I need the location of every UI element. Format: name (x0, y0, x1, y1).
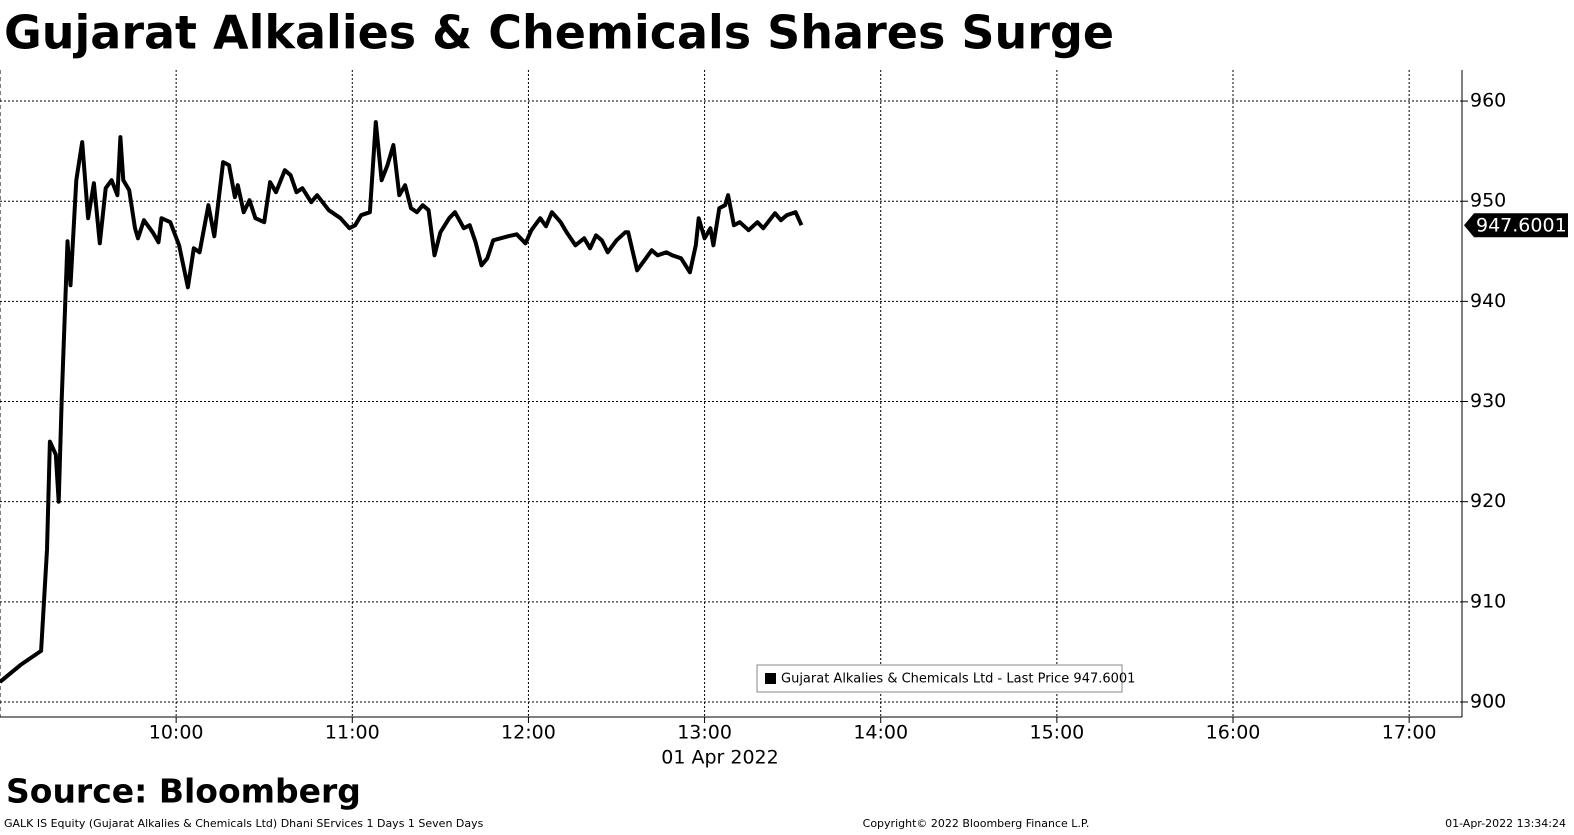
y-tick-label: 930 (1470, 390, 1506, 412)
x-tick-label: 12:00 (501, 722, 556, 744)
last-price-tag (1464, 213, 1568, 238)
last-price-label: 947.6001 (1476, 215, 1567, 237)
x-tick-label: 10:00 (149, 722, 204, 744)
y-tick-label: 900 (1470, 690, 1506, 712)
y-tick-label: 920 (1470, 490, 1506, 512)
footer-left: GALK IS Equity (Gujarat Alkalies & Chemi… (4, 817, 484, 830)
source: Source: Bloomberg (6, 772, 361, 811)
x-tick-label: 11:00 (325, 722, 380, 744)
x-tick-label: 14:00 (853, 722, 908, 744)
y-tick-label: 950 (1470, 190, 1506, 212)
x-tick-label: 16:00 (1206, 722, 1261, 744)
y-tick-label: 940 (1470, 290, 1506, 312)
legend: Gujarat Alkalies & Chemicals Ltd - Last … (756, 664, 1135, 693)
x-tick-label: 17:00 (1382, 722, 1437, 744)
footer-right: 01-Apr-2022 13:34:24 (1445, 817, 1566, 830)
price-line (0, 120, 804, 684)
x-axis-label: 01 Apr 2022 (661, 747, 778, 769)
footer-center: Copyright© 2022 Bloomberg Finance L.P. (863, 817, 1090, 830)
chart-title: Gujarat Alkalies & Chemicals Shares Surg… (4, 6, 1114, 60)
y-tick-label: 960 (1470, 90, 1506, 112)
legend-box (756, 664, 1123, 693)
y-tick-label: 910 (1470, 590, 1506, 612)
legend-swatch (765, 673, 776, 684)
x-tick-label: 15:00 (1029, 722, 1084, 744)
legend-label: Gujarat Alkalies & Chemicals Ltd - Last … (781, 672, 1135, 687)
x-tick-label: 13:00 (677, 722, 732, 744)
